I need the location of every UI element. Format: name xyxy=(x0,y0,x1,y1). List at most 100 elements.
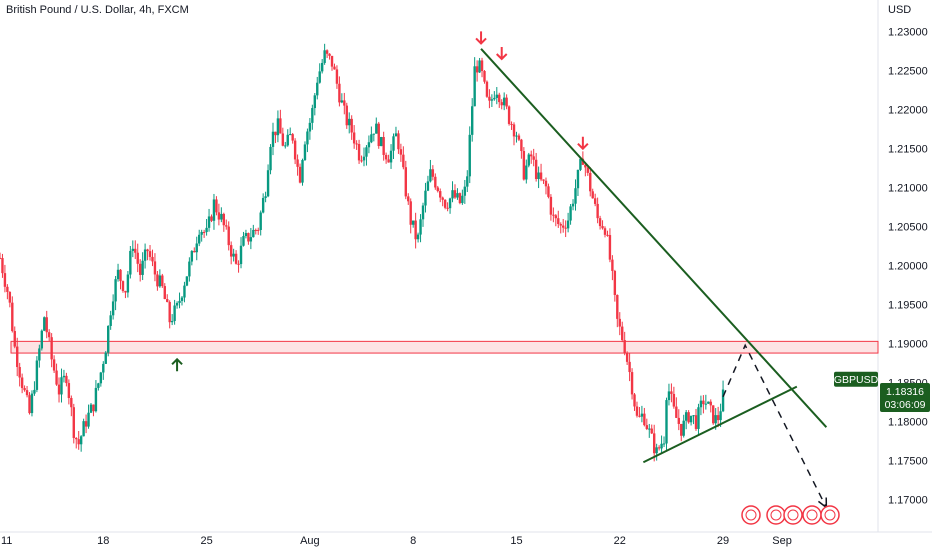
candle-body xyxy=(623,340,626,354)
candle-body xyxy=(392,136,395,151)
candle-body xyxy=(628,361,631,373)
candle-body xyxy=(60,377,63,395)
candle-body xyxy=(451,190,454,199)
candle-body xyxy=(532,156,535,160)
candle-body xyxy=(289,134,292,136)
candle-body xyxy=(613,270,617,295)
candle-body xyxy=(709,401,712,406)
candle-body xyxy=(67,383,71,398)
candle-body xyxy=(525,165,528,180)
candle-body xyxy=(345,105,348,126)
candle-body xyxy=(431,169,435,177)
candle-body xyxy=(325,50,329,54)
candle-body xyxy=(308,122,312,132)
y-tick-label: 1.22500 xyxy=(888,66,928,78)
candle-body xyxy=(291,134,294,141)
candle-body xyxy=(414,220,417,240)
candle-body xyxy=(407,196,410,202)
candle-body xyxy=(645,425,649,429)
candle-body xyxy=(30,393,34,414)
candle-body xyxy=(542,179,545,181)
candle-body xyxy=(714,415,717,424)
descending-resistance-trendline[interactable] xyxy=(480,48,828,428)
chart-title: British Pound / U.S. Dollar, 4h, FXCM xyxy=(6,4,189,16)
candle-body xyxy=(249,237,253,242)
candle-body xyxy=(424,190,427,206)
candle-body xyxy=(333,66,336,70)
candle-body xyxy=(207,216,211,228)
candle-body xyxy=(411,220,415,225)
candle-body xyxy=(13,331,16,347)
candle-body xyxy=(104,352,107,364)
candle-body xyxy=(35,360,39,390)
candle-body xyxy=(394,133,398,137)
candle-body xyxy=(286,134,289,146)
event-flag-icon[interactable] xyxy=(783,505,803,525)
candle-body xyxy=(461,195,464,204)
event-flag-icon-inner xyxy=(806,509,818,521)
event-flag-icon[interactable] xyxy=(802,505,822,525)
candle-body xyxy=(694,415,698,429)
candle-body xyxy=(180,297,184,301)
candle-body xyxy=(266,170,270,197)
candle-body xyxy=(134,248,137,253)
ascending-support-trendline[interactable] xyxy=(642,385,798,464)
candle-body xyxy=(138,263,142,275)
candle-body xyxy=(8,291,12,303)
candle-body xyxy=(271,131,275,147)
candle-body xyxy=(692,415,695,417)
candle-body xyxy=(554,215,558,219)
candle-body xyxy=(697,407,700,429)
candle-body xyxy=(284,145,287,147)
candle-body xyxy=(559,224,562,226)
candle-body xyxy=(173,305,176,321)
candle-body xyxy=(530,154,533,157)
candle-body xyxy=(18,367,21,378)
candle-body xyxy=(611,259,614,271)
candle-body xyxy=(148,251,152,257)
x-tick-label: Aug xyxy=(300,535,320,547)
y-tick-label: 1.19500 xyxy=(888,300,928,312)
candle-body xyxy=(16,346,19,368)
candle-body xyxy=(453,190,457,198)
candle-body xyxy=(579,158,582,170)
candle-body xyxy=(584,164,587,168)
candle-body xyxy=(630,372,634,395)
event-flag-icon[interactable] xyxy=(766,505,786,525)
candle-body xyxy=(569,206,572,221)
y-tick-label: 1.22000 xyxy=(888,105,928,117)
x-tick-label: 18 xyxy=(97,535,109,547)
support-resistance-zone[interactable] xyxy=(10,340,879,354)
event-flag-icon[interactable] xyxy=(820,505,840,525)
candle-body xyxy=(485,81,489,97)
candle-body xyxy=(463,186,467,196)
candle-body xyxy=(279,118,282,134)
candle-body xyxy=(456,193,459,198)
candle-body xyxy=(20,377,24,389)
candle-body xyxy=(107,325,110,353)
candle-body xyxy=(259,212,262,230)
candle-body xyxy=(517,135,521,140)
candle-body xyxy=(205,227,208,233)
candle-body xyxy=(687,412,690,423)
candle-body xyxy=(168,302,171,323)
event-flag-icon[interactable] xyxy=(741,505,761,525)
candle-body xyxy=(421,205,425,220)
candle-body xyxy=(380,137,383,147)
candle-body xyxy=(616,294,619,319)
candle-body xyxy=(298,166,302,183)
projection-path[interactable] xyxy=(722,343,828,508)
candle-body xyxy=(247,233,250,242)
candle-body xyxy=(311,108,314,123)
candle-body xyxy=(488,96,491,101)
candle-body xyxy=(323,50,326,63)
candle-body xyxy=(429,169,432,182)
last-price-value: 1.18316 xyxy=(886,386,924,398)
candle-body xyxy=(625,353,629,362)
currency-label: USD xyxy=(888,4,912,16)
candle-body xyxy=(409,201,412,225)
candle-body xyxy=(264,196,267,198)
arrow-down-marker xyxy=(577,136,589,151)
